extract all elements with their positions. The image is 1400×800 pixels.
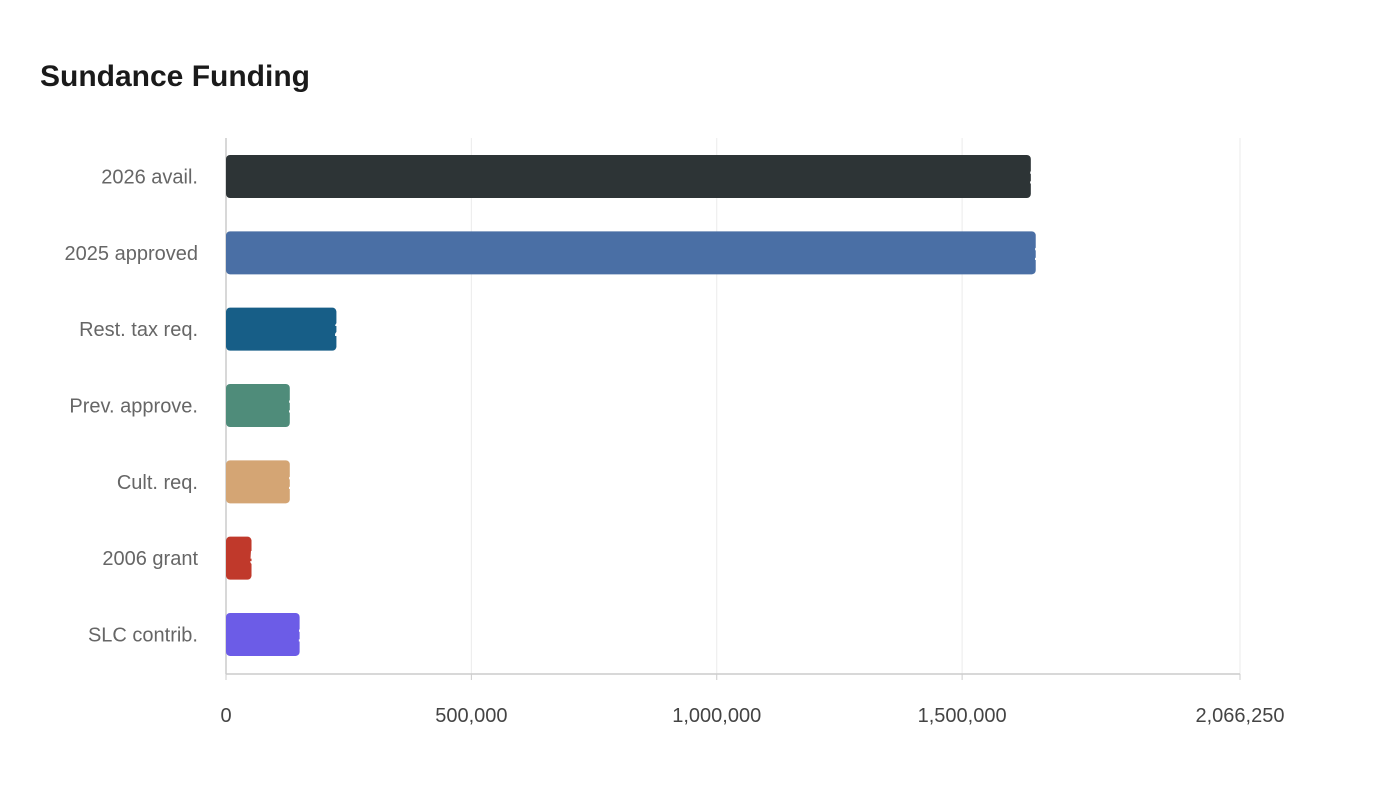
x-tick-label: 0 xyxy=(220,705,231,727)
x-tick-label: 2,066,250 xyxy=(1196,705,1285,727)
x-tick-label: 1,500,000 xyxy=(918,705,1007,727)
bar xyxy=(226,383,290,427)
axes xyxy=(225,138,1241,680)
bar xyxy=(226,460,290,504)
x-tick-label: 500,000 xyxy=(435,705,507,727)
category-label: SLC contrib. xyxy=(88,624,198,646)
category-label: Prev. approve. xyxy=(69,395,198,417)
bar-value-label: 1 xyxy=(288,395,299,417)
bar-value-label: 5 xyxy=(250,548,261,570)
bars xyxy=(226,155,1036,656)
category-label: 2025 approved xyxy=(65,243,198,265)
category-label: Cult. req. xyxy=(117,472,198,494)
x-tick-label: 1,000,000 xyxy=(672,705,761,727)
bar-value-label: 1 xyxy=(1029,167,1040,189)
bar-value-label: 1 xyxy=(298,624,309,646)
category-label: Rest. tax req. xyxy=(79,319,198,341)
bar xyxy=(226,536,252,580)
bar xyxy=(226,155,1031,198)
category-label: 2006 grant xyxy=(102,548,198,570)
bar-value-label: 2 xyxy=(334,319,345,341)
bar-value-label: 1 xyxy=(288,472,299,494)
category-label: 2026 avail. xyxy=(101,167,198,189)
bar-value-label: 1 xyxy=(1034,243,1045,265)
bar xyxy=(226,231,1036,275)
tick-labels: 0 500,000 1,000,000 1,500,000 2,066,250 xyxy=(220,705,1284,727)
grid-lines xyxy=(470,138,1241,674)
chart-title: Sundance Funding xyxy=(40,60,310,93)
bar xyxy=(226,307,337,351)
bar xyxy=(226,612,300,656)
category-labels: 2026 avail. 2025 approved Rest. tax req. Pr… xyxy=(65,167,199,647)
bar-value-labels: 1 1 2 1 1 5 1 xyxy=(250,167,1045,647)
